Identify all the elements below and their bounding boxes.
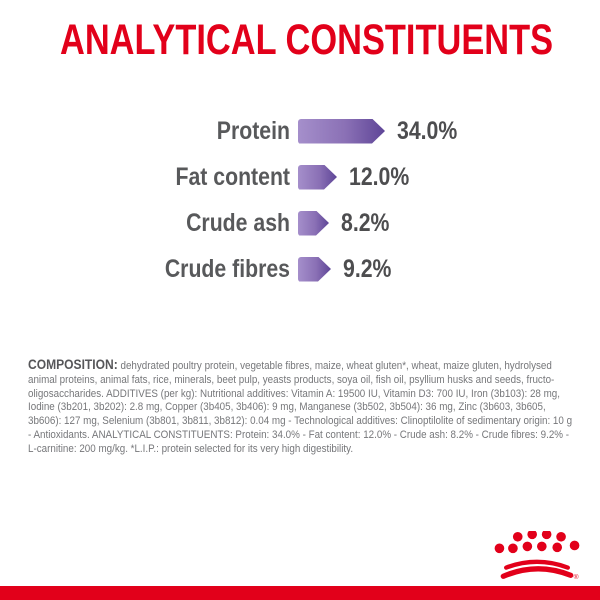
bar-value: 34.0%	[397, 116, 458, 145]
bar	[298, 119, 385, 144]
bar-label: Fat content	[175, 162, 290, 191]
composition-text: COMPOSITION: dehydrated poultry protein,…	[28, 358, 575, 457]
chart-row: Crude ash 8.2%	[0, 208, 600, 237]
bar-label: Crude fibres	[164, 254, 290, 283]
footer-red-bar	[0, 586, 600, 600]
bar-label: Crude ash	[186, 208, 290, 237]
registered-trademark: ®	[574, 573, 579, 581]
bar	[298, 257, 331, 282]
chart-row: Fat content 12.0%	[0, 162, 600, 191]
bar-value: 8.2%	[341, 208, 390, 237]
bar	[298, 211, 329, 236]
composition-body: dehydrated poultry protein, vegetable fi…	[28, 360, 573, 455]
bar-value: 12.0%	[349, 162, 410, 191]
bar-label: Protein	[216, 116, 290, 145]
composition-label: COMPOSITION:	[28, 357, 118, 372]
analytical-constituents-chart: Protein 34.0% Fat content 12.0% Crude ash 8.2…	[0, 116, 600, 302]
bar-value: 9.2%	[343, 254, 392, 283]
bar	[298, 165, 337, 190]
page-title: ANALYTICAL CONSTITUENTS	[60, 16, 554, 64]
chart-row: Protein 34.0%	[0, 116, 600, 145]
chart-row: Crude fibres 9.2%	[0, 254, 600, 283]
royal-canin-crown-logo: ®	[494, 531, 580, 581]
